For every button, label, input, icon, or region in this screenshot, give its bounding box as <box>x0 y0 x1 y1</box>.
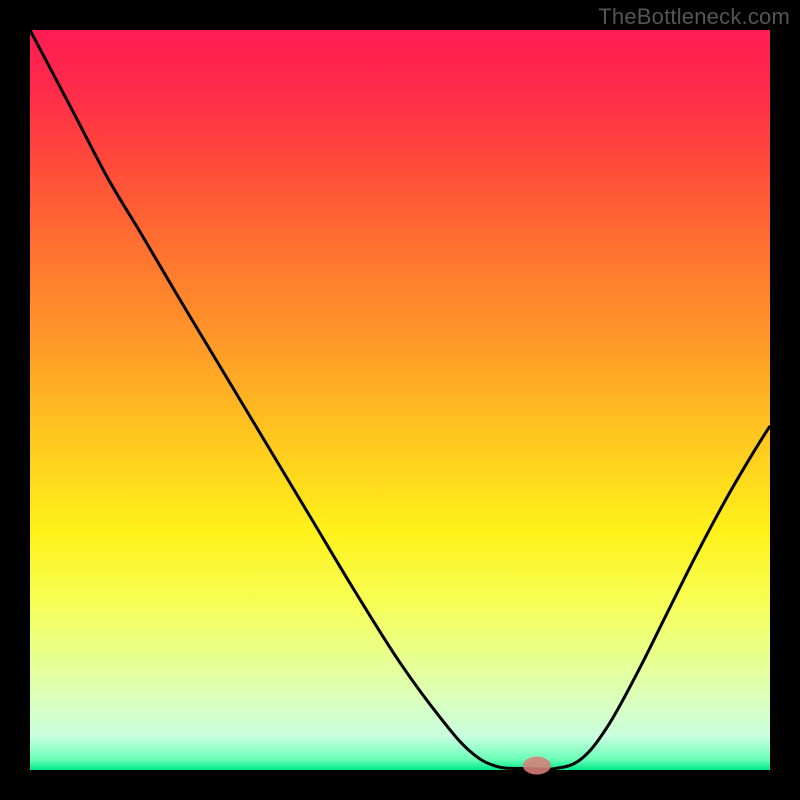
bottleneck-chart <box>0 0 800 800</box>
figure-stage: TheBottleneck.com <box>0 0 800 800</box>
watermark-label: TheBottleneck.com <box>598 4 790 30</box>
chart-background <box>30 30 770 770</box>
optimal-point-marker <box>523 757 551 775</box>
